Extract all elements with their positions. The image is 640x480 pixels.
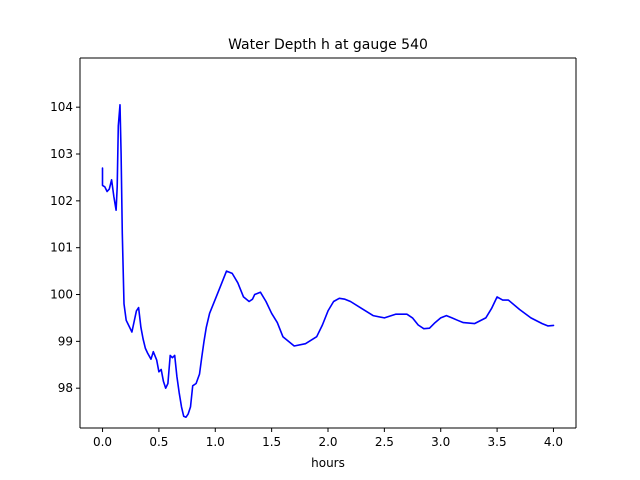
plot-area bbox=[80, 58, 576, 428]
y-tick-label: 102 bbox=[50, 194, 73, 208]
chart-title: Water Depth h at gauge 540 bbox=[228, 37, 428, 53]
y-axis-ticks: 98 99 100 101 102 103 104 bbox=[50, 100, 80, 395]
x-tick-label: 4.0 bbox=[544, 435, 563, 449]
y-tick-label: 98 bbox=[58, 381, 73, 395]
y-tick-label: 104 bbox=[50, 100, 73, 114]
x-axis-ticks: 0.0 0.5 1.0 1.5 2.0 2.5 3.0 3.5 4.0 bbox=[93, 428, 563, 449]
series-layer bbox=[101, 104, 555, 419]
x-tick-label: 1.0 bbox=[206, 435, 225, 449]
y-tick-label: 99 bbox=[58, 334, 73, 348]
x-tick-label: 2.5 bbox=[375, 435, 394, 449]
y-tick-label: 101 bbox=[50, 241, 73, 255]
x-tick-label: 0.5 bbox=[149, 435, 168, 449]
y-tick-label: 103 bbox=[50, 147, 73, 161]
x-axis-label: hours bbox=[311, 456, 345, 470]
x-tick-label: 3.0 bbox=[431, 435, 450, 449]
axes-frame bbox=[79, 57, 577, 429]
series-line-0 bbox=[101, 104, 555, 419]
x-tick-label: 1.5 bbox=[262, 435, 281, 449]
x-tick-label: 2.0 bbox=[318, 435, 337, 449]
y-tick-label: 100 bbox=[50, 288, 73, 302]
x-tick-label: 0.0 bbox=[93, 435, 112, 449]
x-tick-label: 3.5 bbox=[488, 435, 507, 449]
